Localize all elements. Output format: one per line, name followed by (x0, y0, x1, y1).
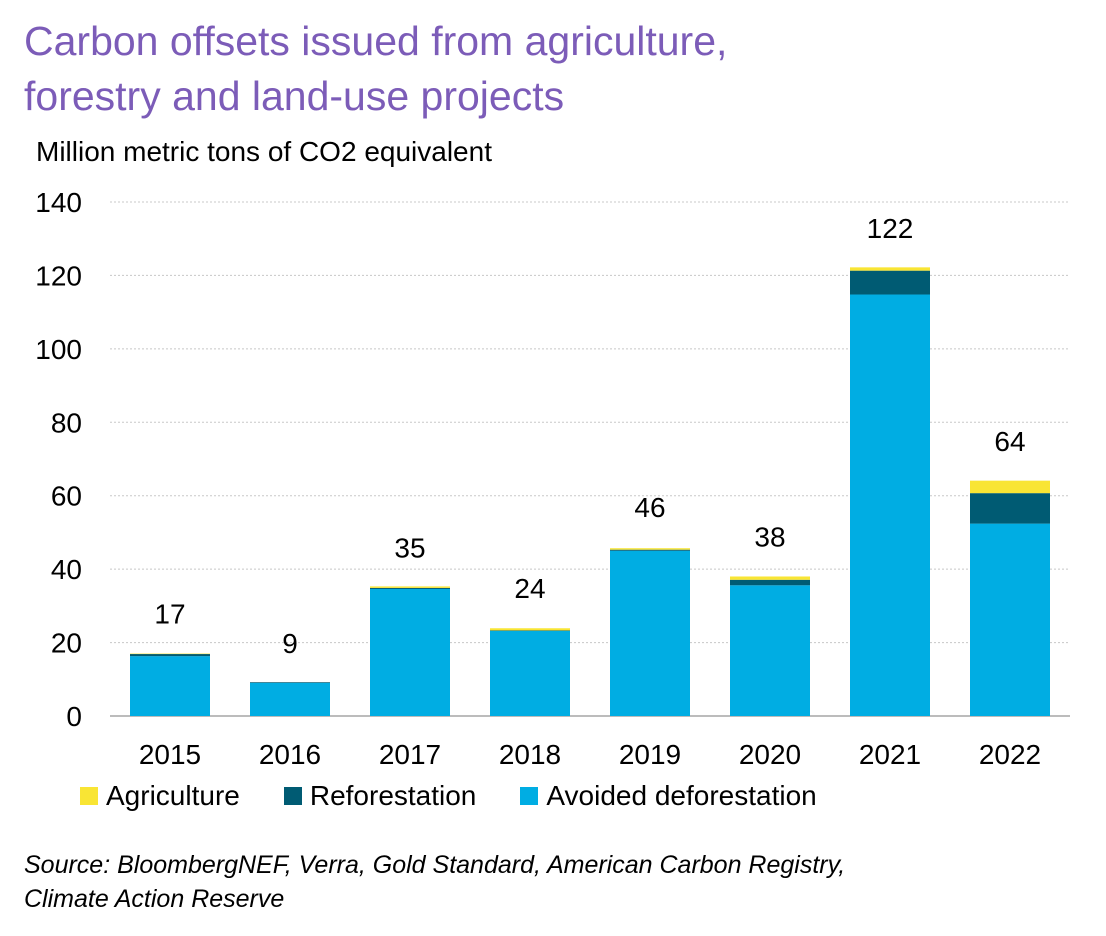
y-tick-label-0: 0 (66, 701, 82, 732)
total-label-2018: 24 (514, 573, 545, 604)
total-label-2019: 46 (634, 492, 665, 523)
bar-avoided-2015 (130, 656, 210, 716)
bar-avoided-2019 (610, 550, 690, 716)
x-tick-label-2016: 2016 (259, 739, 321, 770)
x-tick-label-2015: 2015 (139, 739, 201, 770)
bar-agriculture-2017 (370, 586, 450, 588)
x-tick-label-2017: 2017 (379, 739, 441, 770)
x-tick-label-2022: 2022 (979, 739, 1041, 770)
y-tick-label-140: 140 (35, 187, 82, 218)
legend-swatch-avoided-deforestation (520, 787, 539, 805)
bar-agriculture-2020 (730, 576, 810, 580)
bar-reforestation-2015 (130, 653, 210, 657)
total-label-2017: 35 (394, 533, 425, 564)
chart-title-line-1: Carbon offsets issued from agriculture, (24, 18, 728, 64)
source-line-1: Source: BloombergNEF, Verra, Gold Standa… (24, 851, 846, 879)
bar-avoided-2018 (490, 630, 570, 716)
y-tick-label-60: 60 (51, 481, 82, 512)
source-line-2: Climate Action Reserve (24, 885, 285, 913)
bar-reforestation-2022 (970, 493, 1050, 524)
bar-reforestation-2018 (490, 630, 570, 631)
source-note: Source: BloombergNEF, Verra, Gold Standa… (24, 848, 1084, 916)
total-label-2015: 17 (154, 599, 185, 630)
bar-avoided-2022 (970, 523, 1050, 716)
y-tick-label-40: 40 (51, 554, 82, 585)
y-tick-label-120: 120 (35, 260, 82, 291)
legend-item-avoided-deforestation: Avoided deforestation (520, 780, 817, 812)
bar-agriculture-2022 (970, 480, 1050, 494)
bar-reforestation-2019 (610, 549, 690, 551)
legend-label-avoided-deforestation: Avoided deforestation (546, 780, 817, 811)
y-tick-label-20: 20 (51, 628, 82, 659)
y-tick-label-80: 80 (51, 407, 82, 438)
x-tick-label-2020: 2020 (739, 739, 801, 770)
bar-avoided-2020 (730, 585, 810, 716)
bar-reforestation-2020 (730, 579, 810, 586)
total-label-2021: 122 (867, 213, 914, 244)
bar-agriculture-2015 (130, 653, 210, 655)
x-tick-label-2021: 2021 (859, 739, 921, 770)
stacked-bar-chart: 0 20 40 60 80 100 120 140 17 2015 9 2016 35 2017 24 201… (35, 187, 1070, 770)
chart-legend: Agriculture Reforestation Avoided defore… (80, 780, 861, 812)
bar-avoided-2016 (250, 682, 330, 716)
y-tick-label-100: 100 (35, 334, 82, 365)
total-label-2016: 9 (282, 628, 298, 659)
total-label-2020: 38 (754, 521, 785, 552)
x-tick-label-2019: 2019 (619, 739, 681, 770)
legend-label-reforestation: Reforestation (309, 780, 477, 811)
bar-reforestation-2021 (850, 270, 930, 295)
bar-reforestation-2017 (370, 587, 450, 589)
legend-swatch-agriculture (80, 787, 98, 805)
chart-title-line-2: forestry and land-use projects (24, 73, 565, 119)
legend-swatch-reforestation (283, 787, 302, 805)
y-axis-unit-label: Million metric tons of CO2 equivalent (36, 136, 492, 167)
chart-title: Carbon offsets issued from agriculture, … (24, 14, 1084, 124)
total-label-2022: 64 (994, 426, 1025, 457)
legend-item-reforestation: Reforestation (283, 780, 477, 812)
bar-avoided-2021 (850, 294, 930, 716)
x-tick-label-2018: 2018 (499, 739, 561, 770)
legend-label-agriculture: Agriculture (106, 780, 240, 811)
bar-agriculture-2019 (610, 548, 690, 550)
bar-agriculture-2018 (490, 628, 570, 631)
bar-avoided-2017 (370, 588, 450, 716)
legend-item-agriculture: Agriculture (80, 780, 240, 812)
bar-agriculture-2021 (850, 267, 930, 271)
bar-reforestation-2016 (250, 682, 330, 683)
